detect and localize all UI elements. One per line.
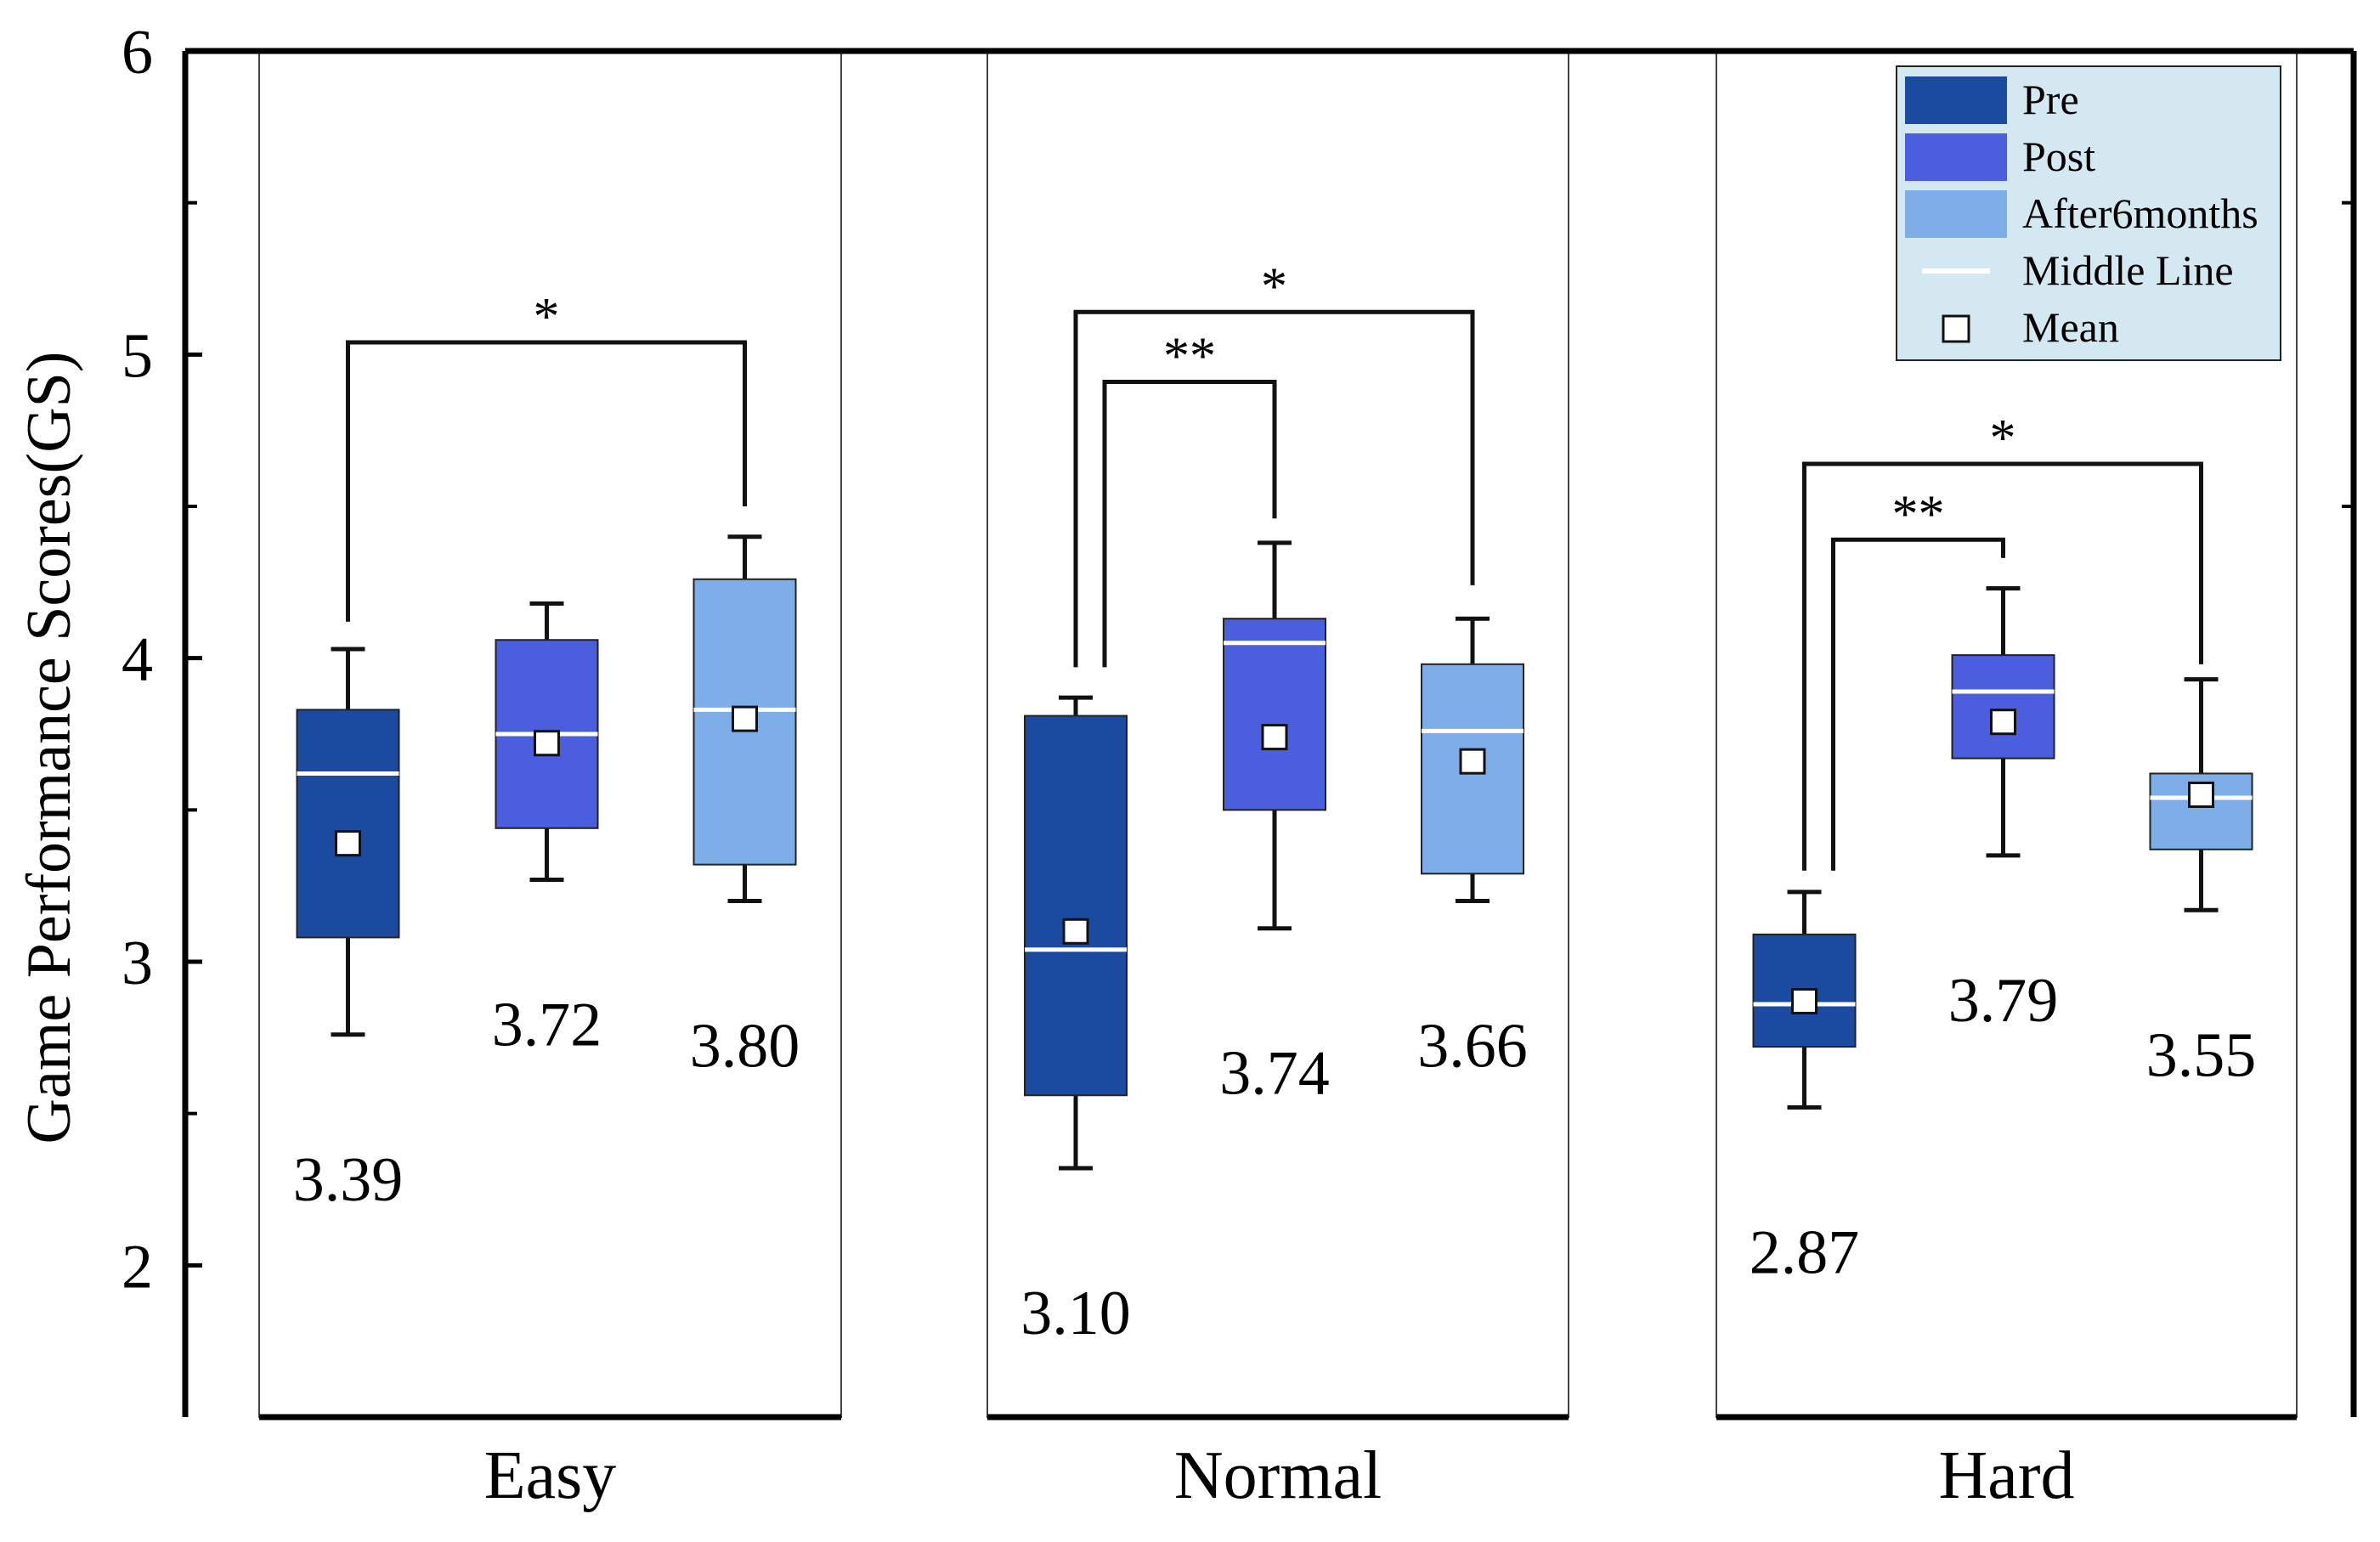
bracket-label-hard-0: * [1990,410,2016,467]
y-tick-label-4: 4 [122,625,153,695]
legend-label-middle-line: Middle Line [2022,246,2234,294]
box-normal-post-mean-marker [1261,724,1288,751]
legend-label-after6months: After6months [2022,189,2258,237]
x-label-normal: Normal [1174,1438,1382,1513]
box-easy-pre-iqr [296,709,400,939]
y-tick-label-6: 6 [122,18,153,88]
legend-label-pre: Pre [2022,76,2079,123]
y-tick-label-2: 2 [122,1232,153,1302]
legend-swatch-after6months [1905,190,2007,238]
bracket-label-easy-0: * [534,288,560,346]
y-ticks: 2 3 4 5 6 [122,18,2354,1302]
significance-brackets: ******* [346,257,2203,871]
legend-swatch-pre [1905,76,2007,124]
y-axis-label: Game Performance Scores(GS) [14,352,84,1144]
bracket-hard-0 [1802,461,2203,871]
x-category-labels: Easy Normal Hard [484,1438,2075,1513]
box-easy-after6months-mean-label: 3.80 [690,1012,800,1082]
y-tick-label-3: 3 [122,929,153,998]
bracket-easy-0 [346,340,747,622]
bracket-label-normal-1: ** [1163,327,1216,385]
box-hard-after6months-mean-label: 3.55 [2146,1020,2257,1090]
mean-labels: 3.39 3.72 3.80 3.10 3.74 3.66 2.87 3.79 3.55 [293,966,2257,1348]
box-hard-after6months-mean-marker [2188,781,2214,808]
bracket-normal-1 [1102,379,1277,668]
box-normal-pre-mean-label: 3.10 [1020,1279,1131,1348]
box-easy-pre-mean-label: 3.39 [293,1145,404,1215]
box-easy-pre-mean-marker [335,830,361,857]
legend-swatch-mean [1942,314,1970,343]
box-easy-post-mean-marker [534,730,560,757]
box-hard-post-iqr [1951,654,2055,760]
legend-swatch-post [1905,133,2007,181]
box-normal-pre-mean-marker [1062,918,1089,945]
legend: Pre Post After6months Middle Line Mean [1896,65,2281,361]
box-normal-post-iqr [1223,618,1326,811]
axes [182,48,2357,1417]
y-tick-label-5: 5 [122,321,153,391]
box-normal-after6months-mean-marker [1459,748,1486,775]
box-hard-post-mean-marker [1990,709,2016,736]
box-easy-post-mean-label: 3.72 [492,991,602,1060]
box-normal-pre-iqr [1024,715,1128,1097]
box-normal-post-mean-label: 3.74 [1219,1039,1330,1109]
bracket-label-hard-1: ** [1892,485,1945,543]
bracket-hard-1 [1831,537,2005,871]
x-label-easy: Easy [484,1438,617,1513]
bracket-normal-0 [1073,309,1475,668]
legend-label-post: Post [2022,133,2095,180]
legend-label-mean: Mean [2022,303,2119,351]
bracket-label-normal-0: * [1261,257,1287,315]
box-hard-pre-mean-label: 2.87 [1750,1218,1860,1288]
box-normal-after6months-mean-label: 3.66 [1417,1012,1528,1082]
box-hard-pre-mean-marker [1791,987,1818,1014]
box-hard-post-mean-label: 3.79 [1948,966,2059,1036]
x-label-hard: Hard [1939,1438,2075,1513]
boxes [296,534,2253,1171]
box-easy-after6months-mean-marker [732,705,758,732]
